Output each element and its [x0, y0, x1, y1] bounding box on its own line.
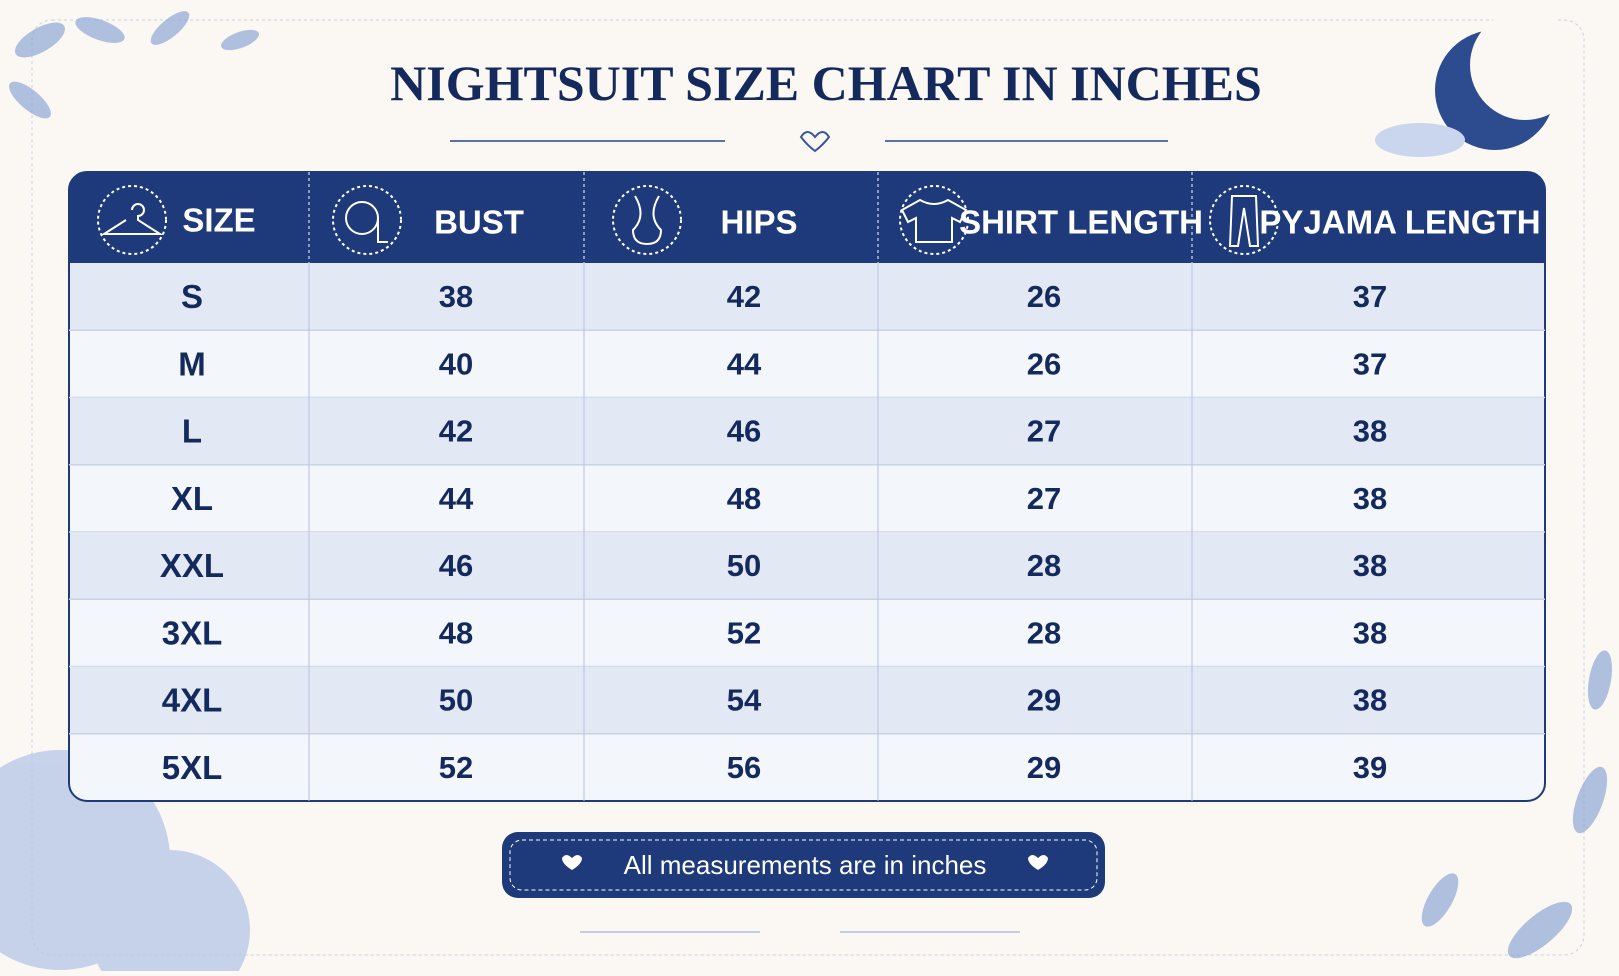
- row-band: [70, 397, 1544, 465]
- value-cell: 38: [439, 279, 473, 314]
- value-cell: 37: [1353, 279, 1387, 314]
- footer-pill: [502, 832, 1105, 898]
- decor-moon: [1375, 10, 1580, 157]
- value-cell: 42: [439, 414, 473, 449]
- value-cell: 38: [1353, 481, 1387, 516]
- value-cell: 46: [727, 414, 761, 449]
- value-cell: 38: [1353, 548, 1387, 583]
- row-band: [70, 666, 1544, 734]
- decor-leaves-bottom-right: [1421, 650, 1613, 959]
- title: NIGHTSUIT SIZE CHART IN INCHES: [390, 55, 1262, 111]
- column-header: SHIRT LENGTH: [959, 204, 1203, 241]
- title-ornament: [799, 131, 831, 153]
- size-cell: L: [182, 413, 202, 450]
- value-cell: 54: [727, 683, 762, 718]
- decor-cloud-bottom-left: [0, 750, 250, 976]
- row-band: [70, 532, 1544, 600]
- value-cell: 38: [1353, 414, 1387, 449]
- heart-icon: [562, 855, 582, 870]
- header-icons: [97, 185, 1279, 255]
- heart-icon: [1028, 855, 1048, 870]
- footer-note: All measurements are in inches: [624, 850, 987, 880]
- column-header: PYJAMA LENGTH: [1259, 204, 1540, 241]
- size-cell: M: [178, 345, 206, 382]
- value-cell: 50: [439, 683, 473, 718]
- size-cell: 5XL: [162, 749, 223, 786]
- value-cell: 38: [1353, 683, 1387, 718]
- value-cell: 26: [1027, 279, 1061, 314]
- table-header-bg: [69, 172, 1545, 263]
- value-cell: 27: [1027, 414, 1061, 449]
- size-cell: XXL: [160, 547, 224, 584]
- footer-pill-border: [509, 839, 1098, 891]
- value-cell: 29: [1027, 750, 1061, 785]
- value-cell: 37: [1353, 346, 1387, 381]
- value-cell: 26: [1027, 346, 1061, 381]
- column-header: HIPS: [720, 204, 797, 241]
- value-cell: 28: [1027, 615, 1061, 650]
- value-cell: 56: [727, 750, 761, 785]
- value-cell: 44: [727, 346, 762, 381]
- size-cell: S: [181, 278, 203, 315]
- value-cell: 48: [727, 481, 761, 516]
- value-cell: 38: [1353, 615, 1387, 650]
- column-header: SIZE: [182, 202, 255, 239]
- row-band: [70, 263, 1544, 331]
- decor-leaves-top-left: [9, 11, 259, 119]
- value-cell: 39: [1353, 750, 1387, 785]
- size-cell: 3XL: [162, 614, 223, 651]
- value-cell: 27: [1027, 481, 1061, 516]
- value-cell: 42: [727, 279, 761, 314]
- value-cell: 29: [1027, 683, 1061, 718]
- value-cell: 48: [439, 615, 473, 650]
- column-header: BUST: [434, 204, 524, 241]
- value-cell: 46: [439, 548, 473, 583]
- value-cell: 52: [439, 750, 473, 785]
- size-cell: XL: [171, 480, 213, 517]
- value-cell: 28: [1027, 548, 1061, 583]
- page-border: [31, 19, 1585, 956]
- value-cell: 50: [727, 548, 761, 583]
- value-cell: 44: [439, 481, 474, 516]
- table-body: S 38 42 26 37 M 40 44 26 37 L 42 46 27 38 XL 44 48 27 38 XXL…: [69, 263, 1545, 801]
- value-cell: 52: [727, 615, 761, 650]
- size-cell: 4XL: [162, 682, 223, 719]
- value-cell: 40: [439, 346, 473, 381]
